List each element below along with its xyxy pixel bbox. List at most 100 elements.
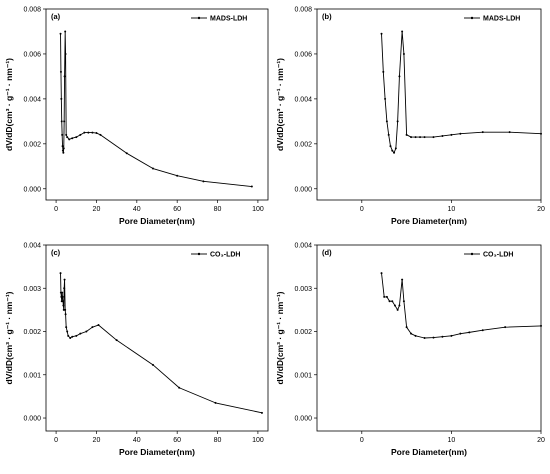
x-tick-label: 80 — [214, 437, 222, 444]
data-point — [250, 185, 253, 188]
legend-marker — [197, 252, 201, 256]
panel-c: 0 20 40 60 80 100 0.000 0.001 0.002 0.003 0.004 Por… — [4, 243, 269, 457]
data-point — [391, 300, 394, 303]
x-tick-label: 40 — [133, 437, 141, 444]
data-point — [405, 326, 408, 329]
data-point — [60, 97, 63, 100]
data-point — [432, 136, 435, 139]
y-tick-label: 0.001 — [23, 372, 41, 379]
data-point — [59, 272, 62, 275]
y-tick-label: 0.000 — [23, 186, 41, 193]
data-point — [481, 329, 484, 332]
data-point — [79, 133, 82, 136]
data-point — [64, 52, 67, 55]
x-tick-label: 20 — [93, 437, 101, 444]
data-point — [508, 131, 511, 134]
data-point — [504, 326, 507, 329]
data-point — [62, 151, 65, 154]
data-point — [61, 291, 64, 294]
data-point — [115, 339, 118, 342]
data-point — [389, 145, 392, 148]
data-point — [401, 278, 404, 281]
data-point — [396, 308, 399, 311]
data-point — [61, 300, 64, 303]
x-tick-label: 100 — [252, 437, 264, 444]
data-point — [63, 120, 66, 123]
data-point — [414, 136, 417, 139]
y-tick-label: 0.003 — [23, 286, 41, 293]
data-point — [385, 295, 388, 298]
x-tick-label: 60 — [173, 206, 181, 213]
series-line — [60, 31, 252, 187]
x-tick-label: 100 — [252, 206, 264, 213]
data-point — [61, 295, 64, 298]
y-tick-label: 0.004 — [294, 243, 312, 250]
data-point — [87, 131, 90, 134]
x-tick-label: 10 — [448, 437, 456, 444]
data-point — [396, 120, 399, 123]
data-point — [398, 304, 401, 307]
data-point — [202, 180, 205, 183]
panel-label: (d) — [322, 248, 332, 257]
data-point — [385, 120, 388, 123]
legend-marker — [197, 16, 201, 20]
data-point — [91, 326, 94, 329]
series-line — [381, 31, 542, 154]
x-tick-label: 0 — [54, 437, 58, 444]
data-point — [459, 132, 462, 135]
data-point — [151, 363, 154, 366]
data-point — [61, 149, 64, 152]
panel-label: (c) — [51, 248, 61, 257]
data-point — [62, 308, 65, 311]
data-point — [85, 330, 88, 333]
data-point — [459, 332, 462, 335]
data-point — [423, 337, 426, 339]
panel-b: 0 10 20 0.000 0.002 0.004 0.006 0.008 Pore Diame… — [275, 7, 545, 227]
y-tick-label: 0.008 — [294, 7, 312, 14]
y-tick-label: 0.001 — [294, 372, 312, 379]
x-axis-label: Pore Diameter(nm) — [391, 216, 467, 226]
y-tick-label: 0.002 — [23, 141, 41, 148]
series-line — [60, 273, 263, 414]
y-tick-label: 0.003 — [294, 286, 312, 293]
panel-label: (b) — [322, 12, 332, 21]
x-axis-label: Pore Diameter(nm) — [119, 216, 195, 226]
data-point — [387, 133, 390, 136]
data-point — [63, 278, 66, 281]
x-tick-label: 60 — [173, 437, 181, 444]
y-tick-label: 0.000 — [294, 186, 312, 193]
y-tick-label: 0.002 — [294, 329, 312, 336]
data-point — [62, 147, 65, 150]
data-point — [540, 132, 542, 135]
y-tick-label: 0.000 — [294, 416, 312, 423]
y-axis-label: dV/dD(cm³ · g⁻¹ · nm⁻¹) — [275, 58, 285, 151]
legend-marker — [470, 16, 474, 20]
y-tick-label: 0.002 — [23, 329, 41, 336]
data-point — [95, 132, 98, 135]
data-point — [64, 308, 67, 311]
y-axis-label: dV/dD(cm³ · g⁻¹ · nm⁻¹) — [4, 58, 14, 151]
data-point — [65, 326, 68, 329]
data-point — [151, 167, 154, 170]
data-point — [391, 149, 394, 152]
data-point — [69, 337, 72, 339]
y-tick-label: 0.006 — [294, 51, 312, 58]
data-point — [61, 145, 64, 148]
data-point — [71, 335, 74, 338]
data-point — [83, 131, 86, 134]
data-point — [423, 136, 426, 139]
data-point — [410, 136, 413, 139]
data-point — [64, 313, 67, 316]
x-tick-label: 0 — [54, 206, 58, 213]
data-point — [71, 137, 74, 140]
x-tick-label: 20 — [537, 206, 545, 213]
legend-label: CO₃-LDH — [210, 252, 240, 259]
data-point — [468, 331, 471, 334]
data-point — [383, 295, 386, 298]
data-point — [214, 401, 217, 404]
data-point — [66, 136, 69, 139]
plot-frame — [45, 8, 269, 201]
data-point — [79, 332, 82, 335]
x-tick-label: 80 — [214, 206, 222, 213]
